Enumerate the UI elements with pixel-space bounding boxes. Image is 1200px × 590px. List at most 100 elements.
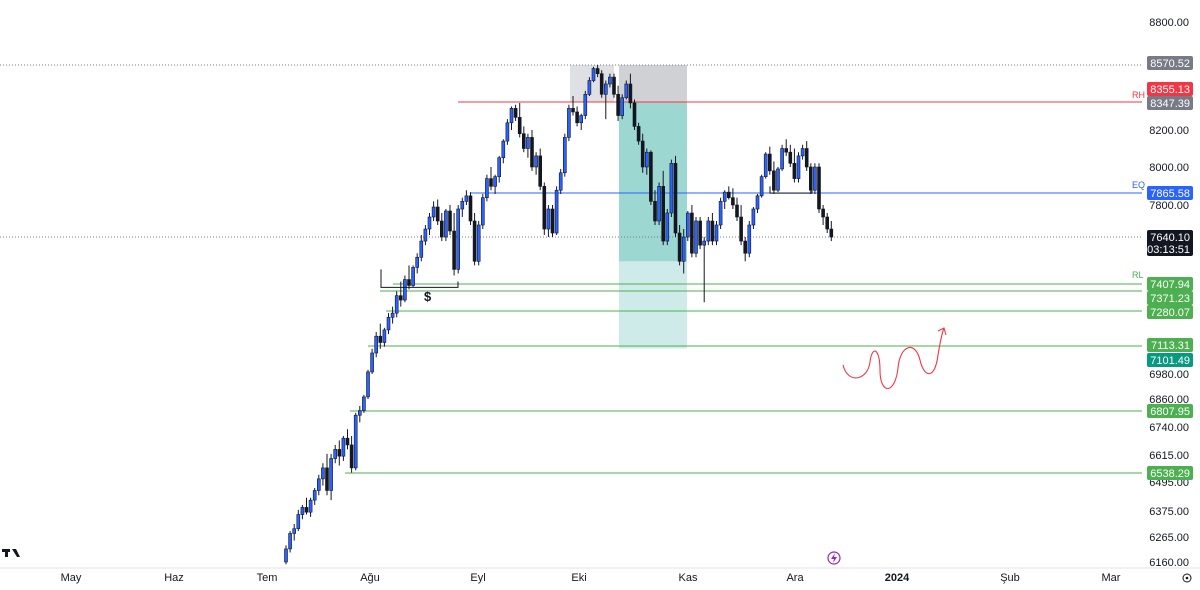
candle-body bbox=[583, 93, 588, 116]
candle-body bbox=[571, 108, 575, 113]
candle bbox=[829, 221, 834, 242]
candle bbox=[304, 497, 309, 515]
candle bbox=[595, 65, 600, 78]
candle-body bbox=[415, 256, 420, 268]
price-tag-label: 7280.07 bbox=[1150, 307, 1190, 319]
candle-body bbox=[509, 108, 514, 124]
candle bbox=[398, 281, 403, 307]
candle bbox=[567, 104, 571, 142]
price-tick-label: 8200.00 bbox=[1149, 125, 1189, 137]
price-tick-label: 6740.00 bbox=[1149, 422, 1189, 434]
candle bbox=[583, 90, 588, 120]
time-tick-label: Ara bbox=[786, 572, 804, 584]
candle-body bbox=[517, 117, 522, 134]
candle bbox=[407, 265, 411, 290]
candle-body bbox=[341, 437, 346, 457]
candle bbox=[751, 207, 756, 230]
candle bbox=[419, 235, 424, 262]
candle bbox=[739, 205, 743, 246]
candle-body bbox=[829, 228, 834, 238]
tradingview-logo-slash bbox=[12, 549, 20, 557]
candle bbox=[722, 190, 727, 210]
time-tick-label: 2024 bbox=[885, 572, 910, 584]
candle-body bbox=[370, 352, 374, 373]
candle-body bbox=[480, 197, 485, 226]
candle bbox=[694, 217, 698, 258]
candle bbox=[312, 488, 317, 505]
price-tag: 7101.49 bbox=[1147, 353, 1193, 367]
candle bbox=[726, 186, 731, 200]
candle-body bbox=[813, 166, 817, 191]
candle bbox=[808, 163, 813, 195]
price-tick-label: 8800.00 bbox=[1149, 17, 1189, 29]
candle-body bbox=[800, 148, 805, 157]
time-tick-label: Tem bbox=[257, 572, 278, 584]
take-profit-zone-extended bbox=[619, 261, 687, 349]
candle-body bbox=[431, 206, 436, 218]
candle bbox=[337, 440, 342, 466]
candle bbox=[411, 265, 415, 288]
candle-body bbox=[587, 80, 592, 95]
candle bbox=[776, 167, 780, 193]
time-tick-label: May bbox=[61, 572, 82, 584]
candle bbox=[657, 182, 661, 226]
candle-body bbox=[550, 208, 555, 234]
candle bbox=[452, 213, 456, 276]
candle-body bbox=[353, 414, 358, 469]
candle bbox=[649, 150, 653, 205]
candle bbox=[386, 313, 391, 335]
candle bbox=[333, 444, 338, 464]
candle-body bbox=[743, 240, 748, 254]
candle bbox=[632, 99, 637, 130]
candle-body bbox=[751, 208, 756, 226]
candle-body bbox=[804, 148, 809, 168]
price-tag-box bbox=[1147, 186, 1193, 200]
candle-body bbox=[546, 208, 551, 230]
candle-body bbox=[677, 232, 682, 262]
candle bbox=[366, 369, 370, 399]
candle bbox=[558, 168, 563, 195]
candle bbox=[476, 221, 481, 266]
candle-body bbox=[562, 137, 567, 174]
candle bbox=[439, 213, 444, 242]
tradingview-logo-stem bbox=[5, 549, 8, 557]
candle-body bbox=[407, 279, 411, 286]
candle-body bbox=[706, 220, 711, 242]
candle-body bbox=[759, 176, 764, 197]
candle-body bbox=[435, 206, 440, 222]
candle-body bbox=[333, 449, 338, 459]
candle-body bbox=[411, 267, 415, 286]
price-tag: 7407.94 bbox=[1147, 277, 1193, 291]
candle-body bbox=[575, 111, 579, 124]
candle-body bbox=[808, 166, 813, 191]
candle bbox=[497, 155, 502, 183]
candle bbox=[780, 144, 784, 171]
candle-body bbox=[747, 224, 752, 254]
price-tag-box bbox=[1147, 466, 1193, 480]
candle-body bbox=[374, 335, 379, 354]
candle-body bbox=[521, 133, 526, 149]
price-tag-box bbox=[1147, 291, 1193, 305]
settings-gear-icon[interactable] bbox=[1182, 573, 1192, 583]
candle-body bbox=[776, 168, 780, 191]
candle-body bbox=[362, 396, 366, 411]
price-tick-label: 6375.00 bbox=[1149, 506, 1189, 518]
candle bbox=[792, 148, 797, 183]
price-tag-label: 8347.39 bbox=[1150, 98, 1190, 110]
candle bbox=[288, 531, 292, 553]
candle bbox=[316, 474, 321, 496]
candle bbox=[690, 205, 694, 258]
candle-body bbox=[710, 220, 715, 242]
candle bbox=[681, 229, 686, 274]
candle bbox=[603, 80, 608, 120]
candle bbox=[804, 141, 809, 171]
candle bbox=[550, 205, 555, 238]
candle bbox=[382, 327, 387, 347]
time-tick-label: Eyl bbox=[470, 572, 485, 584]
candle bbox=[435, 199, 440, 226]
candle bbox=[571, 96, 575, 116]
candle bbox=[587, 77, 592, 97]
